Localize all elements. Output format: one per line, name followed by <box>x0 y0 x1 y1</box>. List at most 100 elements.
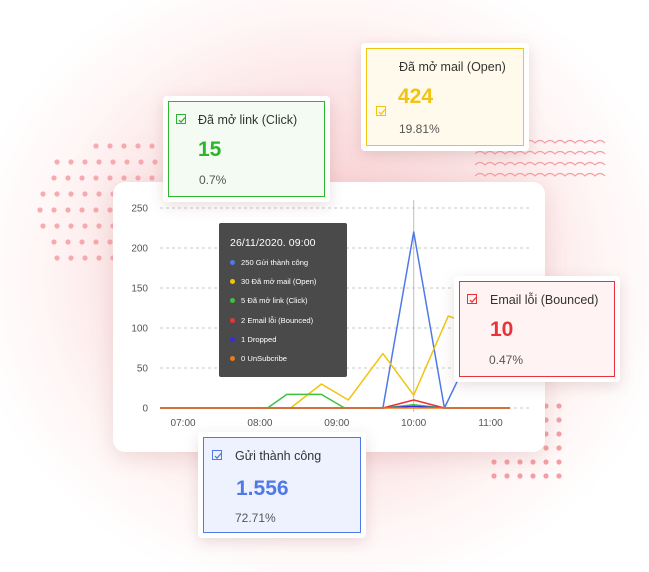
x-tick-label: 08:00 <box>247 418 272 429</box>
checkbox-icon[interactable] <box>376 106 386 116</box>
decor-wave <box>474 172 606 177</box>
decor-dot <box>110 159 116 165</box>
decor-dot <box>504 459 510 465</box>
tooltip-row: 0 UnSubcribe <box>230 354 337 373</box>
decor-dot <box>79 207 85 213</box>
decor-dot <box>54 223 60 229</box>
card-border <box>168 101 325 197</box>
decor-dot <box>96 191 102 197</box>
decor-dot <box>149 143 155 149</box>
x-tick-label: 11:00 <box>478 418 503 429</box>
card-percent: 0.7% <box>199 173 227 187</box>
decor-dot <box>54 191 60 197</box>
decor-dot <box>491 473 497 479</box>
decor-dot <box>556 431 562 437</box>
legend-dot-icon <box>230 355 235 361</box>
decor-dot <box>37 207 43 213</box>
card-percent: 19.81% <box>399 122 440 136</box>
decor-dot <box>68 223 74 229</box>
decor-dot <box>556 473 562 479</box>
tooltip-title: 26/11/2020. 09:00 <box>230 237 316 249</box>
tooltip-row-text: 30 Đã mở mail (Open) <box>241 277 317 287</box>
y-tick-label: 100 <box>131 324 148 335</box>
chart-tooltip: 26/11/2020. 09:00 250 Gửi thành công 30 Đ… <box>219 223 347 377</box>
decor-dot <box>149 175 155 181</box>
decor-dot <box>556 445 562 451</box>
stat-card-bounced[interactable]: Email lỗi (Bounced) 10 0.47% <box>454 276 620 382</box>
decor-dot <box>79 175 85 181</box>
tooltip-row-text: 5 Đã mở link (Click) <box>241 296 308 306</box>
decor-dot <box>517 459 523 465</box>
series-line <box>160 399 510 409</box>
decor-dot <box>65 239 71 245</box>
decor-dot <box>51 175 57 181</box>
series-line <box>160 315 461 409</box>
decor-dot <box>491 459 497 465</box>
checkbox-icon[interactable] <box>212 450 222 460</box>
legend-dot-icon <box>230 317 235 323</box>
stat-card-open[interactable]: Đã mở mail (Open) 424 19.81% <box>361 43 529 151</box>
tooltip-row: 2 Email lỗi (Bounced) <box>230 316 337 335</box>
legend-dot-icon <box>230 336 235 342</box>
decor-dot <box>96 159 102 165</box>
decor-dot <box>79 239 85 245</box>
card-label: Email lỗi (Bounced) <box>490 293 599 307</box>
checkbox-icon[interactable] <box>467 294 477 304</box>
check-icon <box>178 117 186 124</box>
decor-dot <box>556 403 562 409</box>
decor-dot <box>40 191 46 197</box>
decor-dot <box>556 459 562 465</box>
decor-dot <box>82 159 88 165</box>
x-tick-label: 09:00 <box>324 418 349 429</box>
decor-dot <box>530 459 536 465</box>
decor-dot <box>51 207 57 213</box>
decor-dot <box>107 239 113 245</box>
decor-dot <box>107 207 113 213</box>
decor-dot <box>121 175 127 181</box>
tooltip-row: 1 Dropped <box>230 335 337 354</box>
decor-wave <box>474 150 606 155</box>
tooltip-row: 30 Đã mở mail (Open) <box>230 277 337 296</box>
decor-dot <box>65 175 71 181</box>
check-icon <box>469 297 477 304</box>
decor-dot <box>135 143 141 149</box>
decor-dot <box>543 459 549 465</box>
decor-dot <box>93 239 99 245</box>
decor-dot <box>93 207 99 213</box>
decor-dot <box>93 143 99 149</box>
decor-dot <box>543 473 549 479</box>
decor-dot <box>135 175 141 181</box>
card-border <box>366 48 524 146</box>
series-line <box>160 393 510 409</box>
decor-dot <box>54 159 60 165</box>
decor-dot <box>68 191 74 197</box>
decor-dot <box>68 255 74 261</box>
legend-dot-icon <box>230 298 235 304</box>
decor-dot <box>530 473 536 479</box>
y-tick-label: 0 <box>142 404 148 415</box>
card-border <box>203 437 361 533</box>
decor-dot <box>93 175 99 181</box>
decor-dot <box>65 207 71 213</box>
decor-dot <box>543 445 549 451</box>
card-label: Đã mở link (Click) <box>198 113 298 127</box>
stat-card-sent[interactable]: Gửi thành công 1.556 72.71% <box>198 432 366 538</box>
y-tick-label: 150 <box>131 284 148 295</box>
tooltip-row: 250 Gửi thành công <box>230 258 337 277</box>
checkbox-icon[interactable] <box>176 114 186 124</box>
decor-dot <box>82 191 88 197</box>
check-icon <box>214 453 222 460</box>
tooltip-row-text: 1 Dropped <box>241 334 277 344</box>
tooltip-row-text: 0 UnSubcribe <box>241 353 288 363</box>
card-value: 15 <box>198 138 222 161</box>
y-tick-label: 50 <box>137 364 149 375</box>
tooltip-row-text: 2 Email lỗi (Bounced) <box>241 315 314 325</box>
decor-wave <box>474 161 606 166</box>
decor-dot <box>51 239 57 245</box>
decor-dot <box>504 473 510 479</box>
tooltip-row-text: 250 Gửi thành công <box>241 258 309 267</box>
stat-card-click[interactable]: Đã mở link (Click) 15 0.7% <box>163 96 330 202</box>
decor-dot <box>124 159 130 165</box>
decor-dot <box>556 417 562 423</box>
legend-dot-icon <box>230 260 235 265</box>
